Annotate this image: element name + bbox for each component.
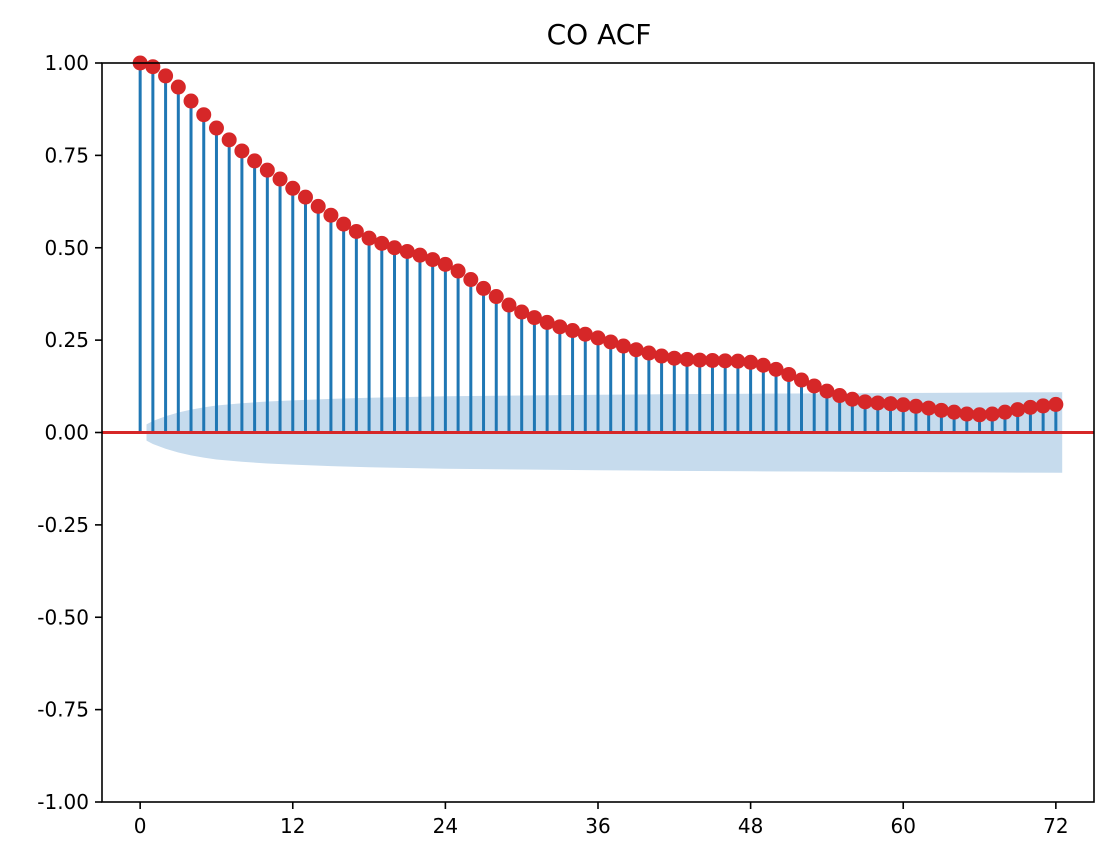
acf-marker-58 xyxy=(870,395,886,411)
y-tick-label-2: 0.50 xyxy=(44,236,89,260)
acf-marker-12 xyxy=(285,180,301,196)
acf-marker-46 xyxy=(717,353,733,369)
acf-marker-55 xyxy=(832,388,848,404)
acf-marker-51 xyxy=(781,366,797,382)
acf-marker-52 xyxy=(793,372,809,388)
acf-marker-5 xyxy=(196,107,212,123)
y-tick-label-4: 0.00 xyxy=(44,421,89,445)
acf-marker-22 xyxy=(412,247,428,263)
y-tick-label-7: -0.75 xyxy=(37,698,89,722)
y-tick-label-3: 0.25 xyxy=(44,328,89,352)
acf-marker-68 xyxy=(997,404,1013,420)
acf-marker-47 xyxy=(730,353,746,369)
x-tick-label-12: 12 xyxy=(280,814,305,838)
axes-layer: 0 12 24 36 48 60 72 1.00 0.75 0.50 0.25 0.00 -0.25 -0… xyxy=(37,51,1095,838)
acf-marker-69 xyxy=(1010,402,1026,418)
acf-marker-11 xyxy=(272,171,288,187)
chart-title: CO ACF xyxy=(547,18,652,51)
acf-marker-60 xyxy=(895,397,911,413)
acf-marker-28 xyxy=(488,289,504,305)
x-tick-label-0: 0 xyxy=(134,814,147,838)
acf-marker-3 xyxy=(170,79,186,95)
acf-marker-67 xyxy=(984,406,1000,422)
x-tick-label-24: 24 xyxy=(433,814,458,838)
acf-marker-63 xyxy=(933,402,949,418)
acf-marker-31 xyxy=(526,310,542,326)
acf-marker-9 xyxy=(247,153,263,169)
acf-marker-32 xyxy=(539,314,555,330)
acf-marker-40 xyxy=(641,345,657,361)
acf-marker-4 xyxy=(183,93,199,109)
acf-marker-18 xyxy=(361,230,377,246)
acf-marker-6 xyxy=(208,120,224,136)
acf-marker-39 xyxy=(628,342,644,358)
acf-marker-38 xyxy=(615,338,631,354)
acf-marker-42 xyxy=(666,350,682,366)
acf-marker-24 xyxy=(437,256,453,272)
acf-marker-15 xyxy=(323,207,339,223)
acf-marker-61 xyxy=(908,398,924,414)
acf-marker-59 xyxy=(883,396,899,412)
acf-marker-64 xyxy=(946,404,962,420)
x-tick-label-36: 36 xyxy=(585,814,610,838)
y-tick-label-1: 0.75 xyxy=(44,143,89,167)
acf-marker-19 xyxy=(374,235,390,251)
acf-marker-1 xyxy=(145,59,161,75)
acf-marker-23 xyxy=(425,252,441,268)
acf-marker-43 xyxy=(679,351,695,367)
acf-marker-66 xyxy=(972,407,988,423)
acf-marker-10 xyxy=(259,162,275,178)
acf-marker-21 xyxy=(399,243,415,259)
acf-marker-36 xyxy=(590,330,606,346)
acf-marker-14 xyxy=(310,198,326,214)
y-tick-label-8: -1.00 xyxy=(37,790,89,814)
acf-marker-65 xyxy=(959,406,975,422)
acf-marker-35 xyxy=(577,326,593,342)
acf-marker-41 xyxy=(654,348,670,364)
stem-layer xyxy=(138,63,1058,433)
acf-marker-17 xyxy=(348,223,364,239)
acf-marker-33 xyxy=(552,319,568,335)
acf-marker-44 xyxy=(692,352,708,368)
acf-marker-54 xyxy=(819,383,835,399)
y-tick-label-0: 1.00 xyxy=(44,51,89,75)
marker-layer xyxy=(132,55,1064,423)
acf-marker-56 xyxy=(844,391,860,407)
acf-marker-13 xyxy=(297,189,313,205)
x-tick-label-48: 48 xyxy=(738,814,763,838)
acf-marker-30 xyxy=(514,304,530,320)
acf-marker-48 xyxy=(743,354,759,370)
y-tick-label-6: -0.50 xyxy=(37,605,89,629)
acf-marker-70 xyxy=(1022,399,1038,415)
acf-marker-72 xyxy=(1048,396,1064,412)
acf-marker-45 xyxy=(704,352,720,368)
acf-marker-2 xyxy=(158,68,174,84)
x-tick-label-60: 60 xyxy=(891,814,916,838)
acf-marker-16 xyxy=(336,216,352,232)
acf-marker-27 xyxy=(476,280,492,296)
acf-marker-26 xyxy=(463,272,479,288)
acf-marker-62 xyxy=(921,400,937,416)
acf-marker-25 xyxy=(450,263,466,279)
acf-marker-7 xyxy=(221,132,237,148)
acf-marker-71 xyxy=(1035,398,1051,414)
acf-marker-50 xyxy=(768,361,784,377)
acf-marker-49 xyxy=(755,357,771,373)
acf-marker-29 xyxy=(501,297,517,313)
acf-marker-34 xyxy=(565,323,581,339)
acf-marker-53 xyxy=(806,378,822,394)
acf-marker-20 xyxy=(387,240,403,256)
acf-marker-37 xyxy=(603,334,619,350)
acf-marker-57 xyxy=(857,394,873,410)
y-tick-label-5: -0.25 xyxy=(37,513,89,537)
acf-marker-8 xyxy=(234,143,250,159)
x-tick-label-72: 72 xyxy=(1043,814,1068,838)
